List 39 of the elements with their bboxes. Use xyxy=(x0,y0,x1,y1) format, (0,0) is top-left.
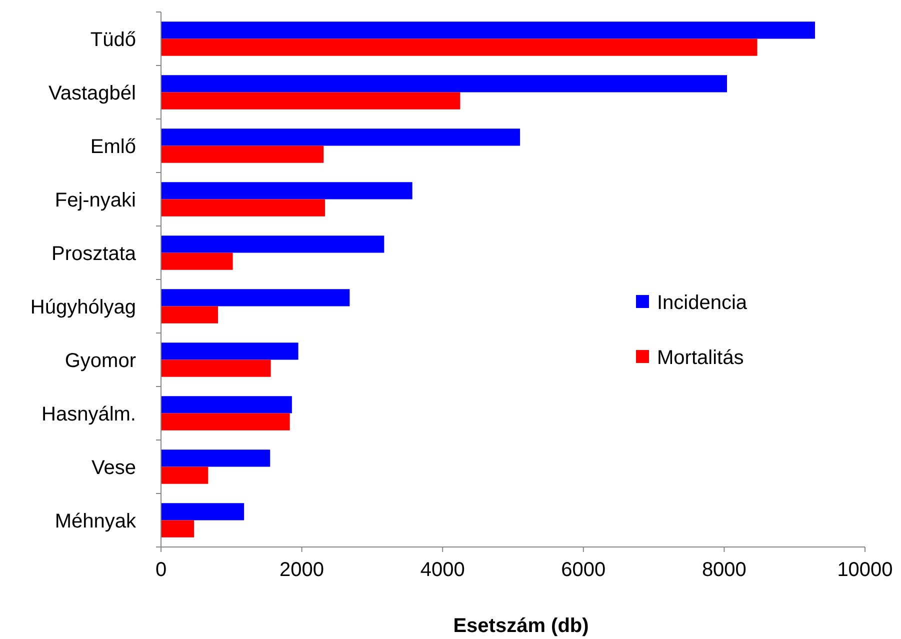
y-tick-label: Prosztata xyxy=(52,242,137,265)
bar xyxy=(161,252,233,270)
y-tick-label: Húgyhólyag xyxy=(30,296,136,318)
bar xyxy=(161,466,208,484)
bar xyxy=(161,396,292,414)
x-tick-label: 6000 xyxy=(561,559,606,581)
legend-label: Mortalitás xyxy=(657,347,744,369)
bar xyxy=(161,22,816,39)
bar xyxy=(161,199,326,216)
y-tick-label: Emlő xyxy=(90,136,136,158)
bar xyxy=(161,38,758,56)
y-tick-label: Fej-nyaki xyxy=(54,189,136,212)
bar xyxy=(161,342,298,360)
bar xyxy=(161,182,412,200)
bar xyxy=(161,236,384,253)
x-tick-label: 2000 xyxy=(280,559,324,581)
x-tick-label: 0 xyxy=(155,559,167,581)
bar xyxy=(161,413,290,430)
y-tick-label: Vese xyxy=(92,456,136,479)
x-tick-label: 4000 xyxy=(420,559,465,581)
bar xyxy=(161,75,728,92)
bar xyxy=(161,360,271,377)
bar xyxy=(161,503,244,520)
bar xyxy=(161,128,520,146)
legend-label: Incidencia xyxy=(657,292,748,314)
bar xyxy=(161,146,324,163)
y-tick-label: Gyomor xyxy=(64,350,136,372)
y-tick-label: Hasnyálm. xyxy=(42,403,136,426)
bar xyxy=(161,520,194,538)
bar xyxy=(161,92,460,110)
bar xyxy=(161,306,218,324)
x-axis-title: Esetszám (db) xyxy=(453,615,589,637)
y-tick-label: Tüdő xyxy=(90,28,136,51)
y-tick-label: Vastagbél xyxy=(48,82,136,104)
y-tick-label: Méhnyak xyxy=(54,510,137,532)
bar xyxy=(161,450,270,467)
x-tick-label: 10000 xyxy=(837,559,893,581)
bar xyxy=(161,289,350,306)
x-tick-label: 8000 xyxy=(702,559,746,581)
